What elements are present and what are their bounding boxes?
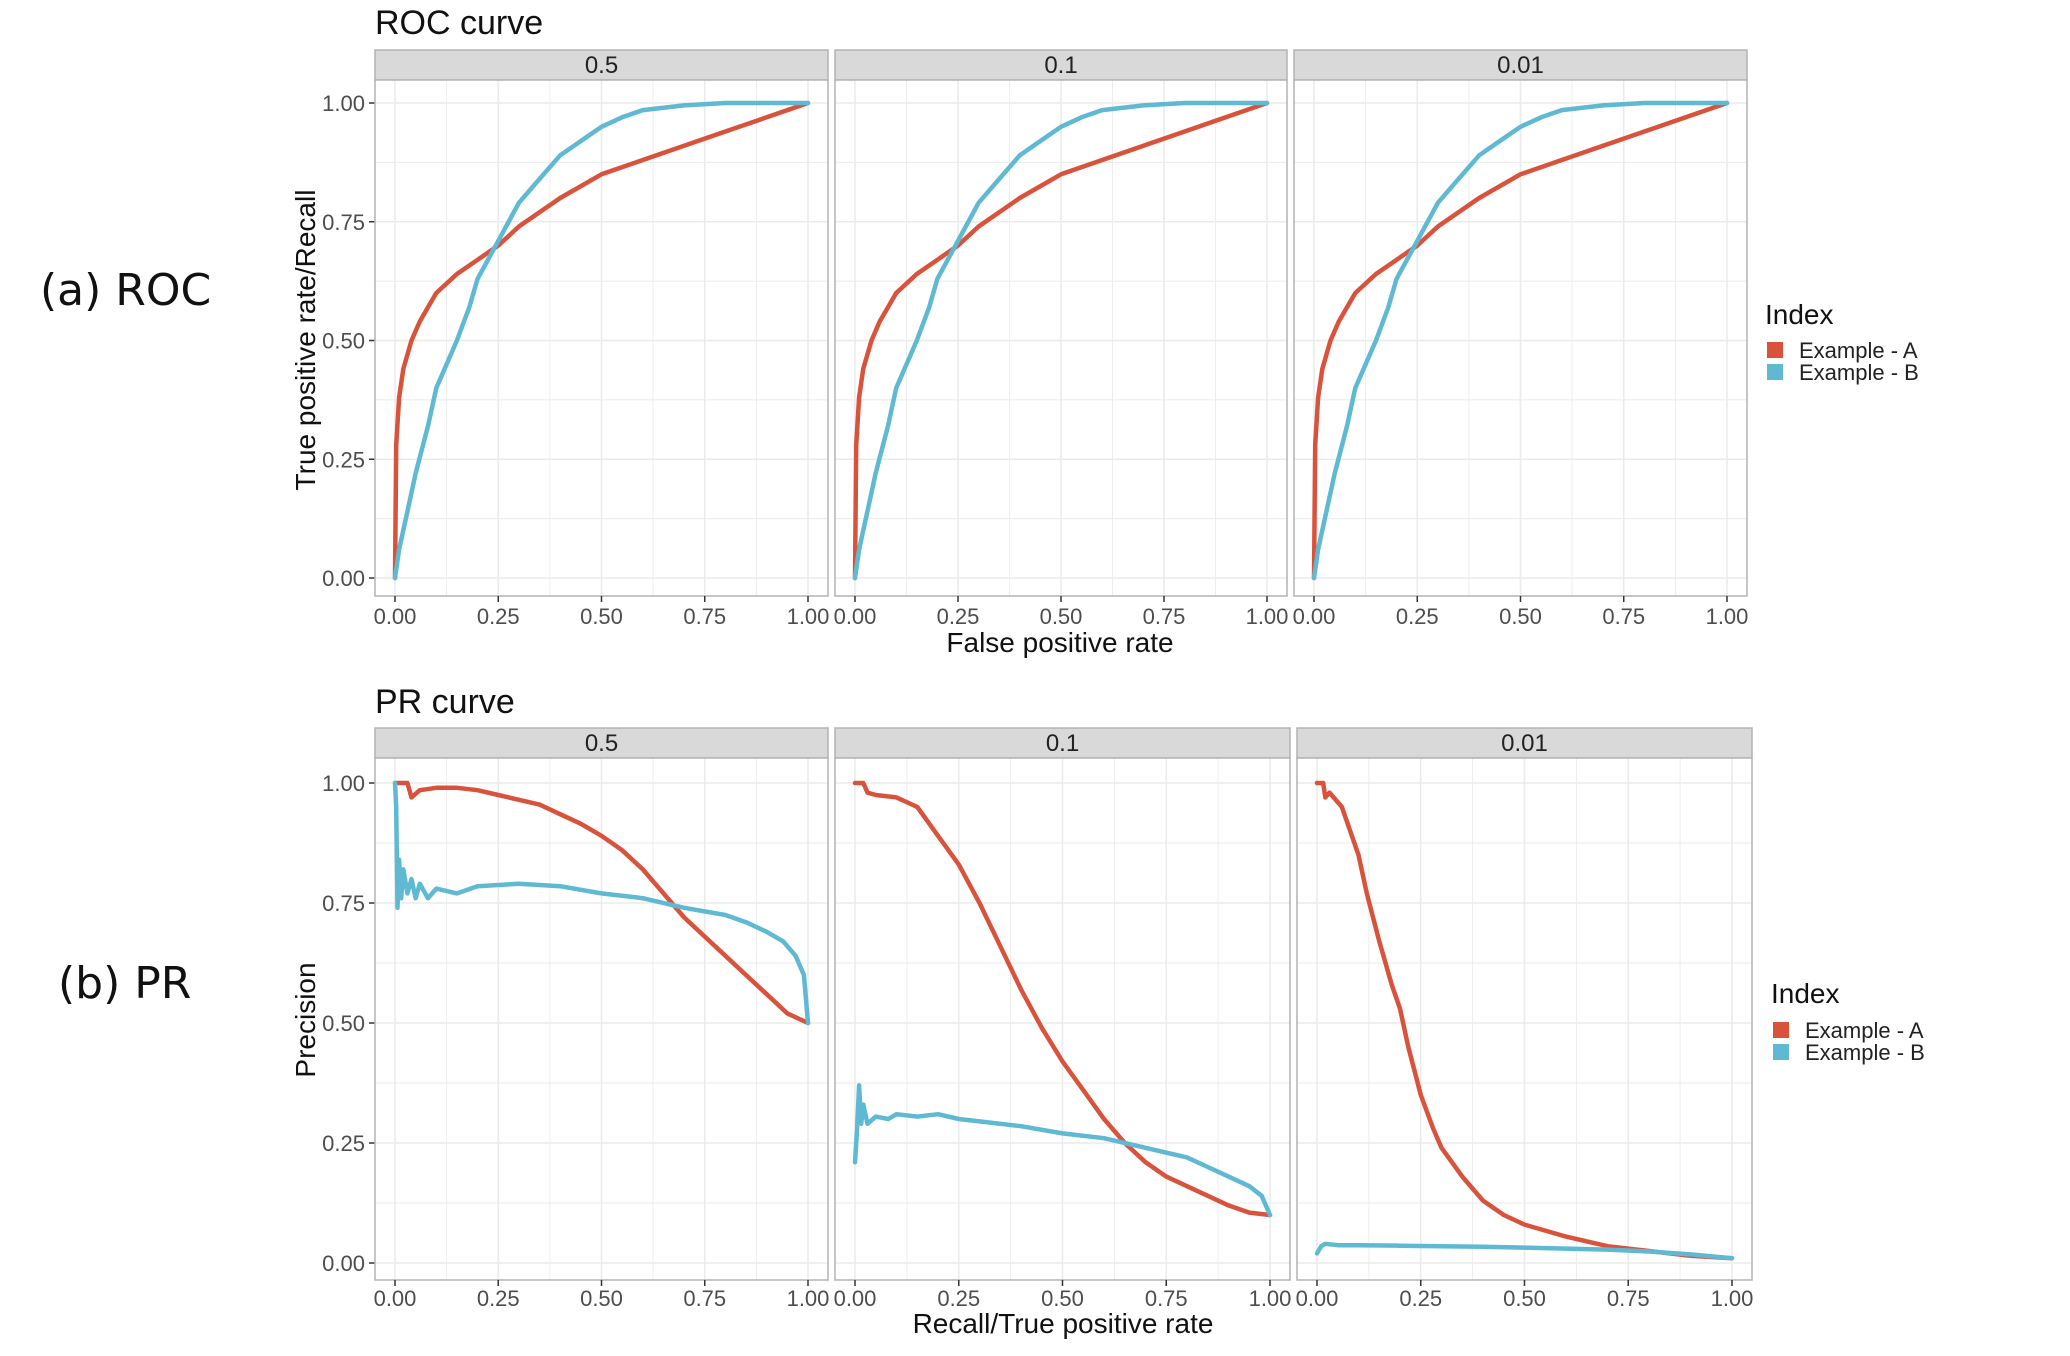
- roc-side-label: (a) ROC: [40, 265, 211, 316]
- pr-series-line-example-a: [1314, 780, 1735, 1261]
- pr-x-tick-label: 0.00: [1296, 1286, 1339, 1311]
- pr-y-tick-label: 0.25: [322, 1131, 365, 1156]
- roc-x-tick-label: 0.25: [477, 604, 520, 629]
- roc-x-tick-label: 1.00: [787, 604, 830, 629]
- pr-chart: PR curve Recall/True positive rate Preci…: [290, 683, 1925, 1339]
- pr-x-tick-label: 1.00: [1711, 1286, 1754, 1311]
- pr-y-tick-label: 0.00: [322, 1251, 365, 1276]
- roc-x-tick-label: 1.00: [1706, 604, 1749, 629]
- roc-facet-label: 0.1: [1044, 52, 1077, 79]
- roc-legend-label-b: Example - B: [1799, 360, 1919, 385]
- roc-x-axis-label: False positive rate: [946, 627, 1173, 658]
- roc-legend-label-a: Example - A: [1799, 338, 1918, 363]
- pr-side-label: (b) PR: [58, 958, 191, 1009]
- roc-series-line-example-b: [852, 100, 1270, 581]
- roc-legend-swatch-b: [1767, 364, 1783, 380]
- pr-x-tick-label: 0.50: [1503, 1286, 1546, 1311]
- roc-chart: ROC curve False positive rate True posit…: [290, 4, 1919, 658]
- pr-x-axis-label: Recall/True positive rate: [913, 1308, 1214, 1339]
- roc-x-tick-label: 0.50: [580, 604, 623, 629]
- roc-x-tick-label: 0.00: [374, 604, 417, 629]
- roc-x-tick-label: 0.25: [1396, 604, 1439, 629]
- roc-series-line-example-b: [1311, 100, 1730, 581]
- pr-series-line-example-b: [392, 780, 811, 1026]
- pr-facet-label: 0.01: [1501, 730, 1548, 757]
- pr-x-tick-label: 0.25: [1399, 1286, 1442, 1311]
- roc-facet-label: 0.01: [1497, 52, 1544, 79]
- pr-x-tick-label: 0.75: [683, 1286, 726, 1311]
- roc-series-line-example-b: [392, 100, 811, 581]
- roc-y-tick-label: 0.75: [322, 210, 365, 235]
- roc-y-tick-label: 1.00: [322, 91, 365, 116]
- pr-y-tick-label: 0.75: [322, 891, 365, 916]
- pr-x-tick-label: 0.00: [374, 1286, 417, 1311]
- pr-legend: Index Example - A Example - B: [1771, 978, 1925, 1065]
- pr-x-tick-label: 0.25: [477, 1286, 520, 1311]
- roc-x-tick-label: 0.00: [834, 604, 877, 629]
- roc-series-line-example-a: [1311, 100, 1730, 581]
- roc-facet-label: 0.5: [585, 52, 618, 79]
- roc-y-tick-label: 0.00: [322, 566, 365, 591]
- pr-series-line-example-a: [852, 780, 1273, 1218]
- roc-legend-title: Index: [1765, 299, 1834, 330]
- pr-x-tick-label: 0.75: [1607, 1286, 1650, 1311]
- pr-x-tick-label: 0.75: [1145, 1286, 1188, 1311]
- roc-x-tick-label: 1.00: [1246, 604, 1289, 629]
- pr-facet-strip: [374, 727, 829, 759]
- pr-series-line-example-b: [1314, 1241, 1735, 1261]
- pr-facet-strip: [1296, 727, 1753, 759]
- pr-x-tick-label: 0.50: [1041, 1286, 1084, 1311]
- roc-x-tick-label: 0.75: [1602, 604, 1645, 629]
- roc-series-line-example-a: [392, 100, 811, 581]
- pr-legend-swatch-a: [1773, 1022, 1789, 1038]
- roc-x-tick-label: 0.25: [937, 604, 980, 629]
- roc-facet-strip: [1293, 49, 1748, 81]
- pr-y-tick-label: 0.50: [322, 1011, 365, 1036]
- roc-series-line-example-a: [852, 100, 1270, 581]
- pr-facet-label: 0.5: [585, 730, 618, 757]
- pr-series-line-example-b: [852, 1083, 1273, 1218]
- roc-y-tick-label: 0.25: [322, 447, 365, 472]
- pr-legend-swatch-b: [1773, 1044, 1789, 1060]
- roc-facet-strip: [374, 49, 829, 81]
- roc-x-tick-label: 0.75: [683, 604, 726, 629]
- pr-chart-title: PR curve: [375, 683, 515, 721]
- pr-y-axis-label: Precision: [290, 962, 321, 1077]
- pr-series-line-example-a: [392, 780, 811, 1026]
- pr-legend-label-b: Example - B: [1805, 1040, 1925, 1065]
- roc-x-tick-label: 0.75: [1143, 604, 1186, 629]
- pr-legend-label-a: Example - A: [1805, 1018, 1924, 1043]
- roc-chart-title: ROC curve: [375, 4, 543, 42]
- pr-x-tick-label: 0.25: [937, 1286, 980, 1311]
- roc-x-tick-label: 0.00: [1293, 604, 1336, 629]
- pr-x-tick-label: 1.00: [1249, 1286, 1292, 1311]
- pr-legend-title: Index: [1771, 978, 1840, 1009]
- pr-x-tick-label: 0.50: [580, 1286, 623, 1311]
- roc-legend: Index Example - A Example - B: [1765, 299, 1919, 385]
- pr-x-tick-label: 1.00: [787, 1286, 830, 1311]
- roc-y-axis-label: True positive rate/Recall: [290, 190, 321, 491]
- roc-x-tick-label: 0.50: [1040, 604, 1083, 629]
- pr-facet-label: 0.1: [1046, 730, 1079, 757]
- pr-y-tick-label: 1.00: [322, 771, 365, 796]
- pr-facet-strip: [834, 727, 1291, 759]
- pr-x-tick-label: 0.00: [834, 1286, 877, 1311]
- roc-x-tick-label: 0.50: [1499, 604, 1542, 629]
- roc-legend-swatch-a: [1767, 342, 1783, 358]
- roc-y-tick-label: 0.50: [322, 329, 365, 354]
